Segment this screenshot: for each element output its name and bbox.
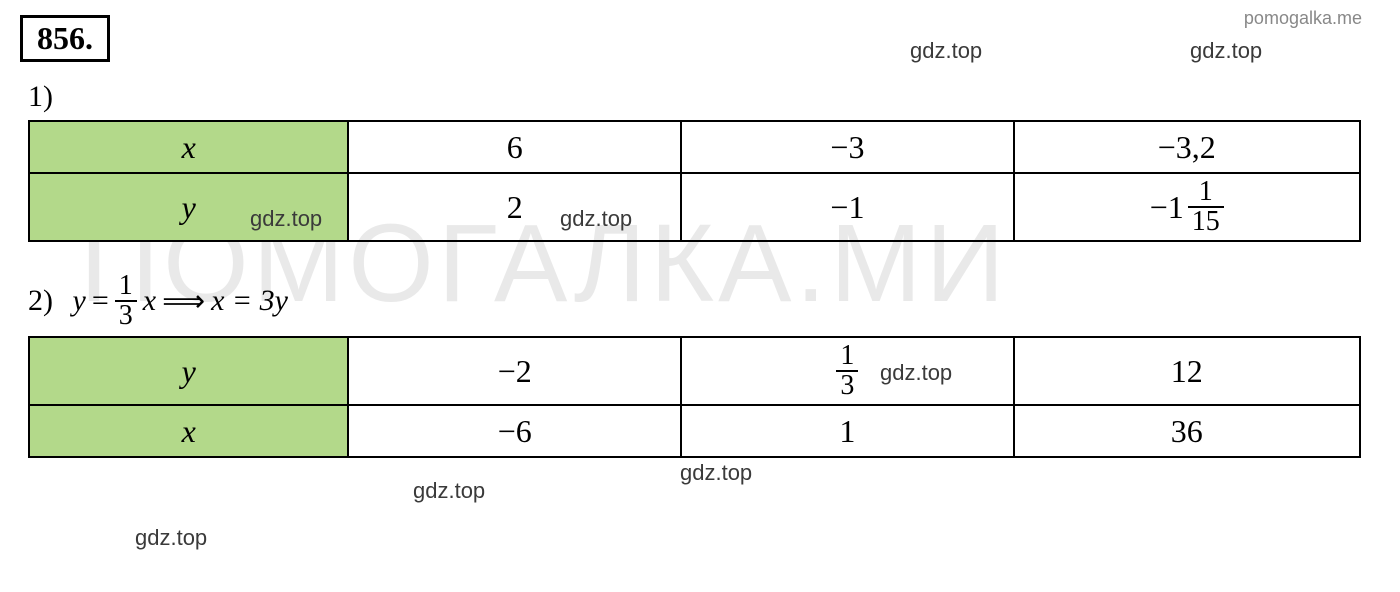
formula-rhs-var: x xyxy=(143,284,156,318)
row-header: x xyxy=(29,405,348,457)
row-header: y xyxy=(29,337,348,405)
gdz-watermark: gdz.top xyxy=(413,478,485,504)
table-1: x6−3−3,2y2−1−1115 xyxy=(28,120,1361,242)
formula-frac: 1 3 xyxy=(115,272,137,330)
mixed-number: −1115 xyxy=(1150,178,1224,236)
fraction: 115 xyxy=(1188,178,1224,236)
table-row: x6−3−3,2 xyxy=(29,121,1360,173)
content: 856. 1) x6−3−3,2y2−1−1115 2) y = 1 3 x ⟹… xyxy=(20,15,1380,458)
table-cell: 13 xyxy=(681,337,1014,405)
gdz-watermark: gdz.top xyxy=(250,206,322,232)
formula-eq: = xyxy=(92,284,109,318)
section1-label: 1) xyxy=(28,80,1380,114)
formula-frac-num: 1 xyxy=(115,272,137,302)
problem-number-box: 856. xyxy=(20,15,110,62)
formula-result: x = 3y xyxy=(211,284,288,318)
table-cell: −3,2 xyxy=(1014,121,1360,173)
gdz-watermark: gdz.top xyxy=(680,460,752,486)
section2-formula: 2) y = 1 3 x ⟹ x = 3y xyxy=(28,272,1372,330)
table-cell: −1 xyxy=(681,173,1014,241)
table-cell: −3 xyxy=(681,121,1014,173)
table-row: x−6136 xyxy=(29,405,1360,457)
table-row: y−2 13 12 xyxy=(29,337,1360,405)
gdz-watermark: gdz.top xyxy=(1190,38,1262,64)
row-header: x xyxy=(29,121,348,173)
formula-frac-den: 3 xyxy=(115,302,137,330)
formula-arrow: ⟹ xyxy=(162,284,205,319)
table-row: y2−1−1115 xyxy=(29,173,1360,241)
gdz-watermark: gdz.top xyxy=(880,360,952,386)
table-cell: −6 xyxy=(348,405,681,457)
gdz-watermark: gdz.top xyxy=(560,206,632,232)
table-cell: 12 xyxy=(1014,337,1360,405)
section2-label: 2) xyxy=(28,284,53,318)
formula-lhs: y xyxy=(73,284,86,318)
table-cell: 6 xyxy=(348,121,681,173)
table-2: y−21312x−6136 xyxy=(28,336,1361,458)
gdz-watermark: gdz.top xyxy=(910,38,982,64)
fraction: 13 xyxy=(836,342,858,400)
table-cell: 36 xyxy=(1014,405,1360,457)
table-cell: 1 xyxy=(681,405,1014,457)
table-cell: −2 xyxy=(348,337,681,405)
gdz-watermark: gdz.top xyxy=(135,525,207,551)
table-cell: −1115 xyxy=(1014,173,1360,241)
